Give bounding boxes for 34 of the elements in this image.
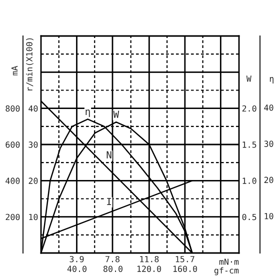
text: 20 (264, 176, 274, 184)
x-tick-label: 3.9 (70, 256, 84, 262)
x-tick-label: 11.8 (140, 256, 159, 262)
text: η (270, 77, 274, 84)
x-tick-label: 7.8 (106, 256, 120, 262)
x2-tick-label: 120.0 (137, 266, 162, 272)
y-tick-label: 20 (28, 178, 38, 184)
x2-tick-label: 40.0 (67, 266, 86, 272)
series-label: N (106, 151, 112, 158)
y-tick-label: 40 (28, 105, 38, 112)
y2-tick-label: 1.0 (242, 178, 256, 184)
y3-tick-label: 400 (6, 178, 20, 184)
text: 30 (264, 140, 274, 147)
y-tick-label: 30 (28, 142, 38, 148)
x2-axis-title: gf-cm (214, 267, 239, 276)
x-axis-title: mN·m (219, 258, 239, 265)
y2-axis-title: W (246, 76, 252, 82)
series-label: W (113, 110, 120, 118)
x2-tick-label: 160.0 (173, 266, 198, 272)
y-axis-title: r/min(X100) (26, 38, 34, 90)
y3-tick-label: 800 (6, 105, 20, 112)
text: 40 (264, 104, 274, 111)
y2-tick-label: 1.5 (242, 142, 256, 148)
y3-axis-title: mA (12, 66, 18, 76)
y3-tick-label: 200 (6, 214, 20, 220)
x2-tick-label: 80.0 (104, 266, 122, 272)
text: 10 (264, 212, 274, 220)
y2-tick-label: 2.0 (242, 105, 256, 112)
series-label: I (107, 198, 112, 206)
series-label: η (86, 110, 90, 118)
y3-tick-label: 600 (6, 142, 20, 148)
x-tick-label: 15.7 (176, 256, 194, 262)
y-tick-label: 10 (29, 214, 38, 220)
y2-tick-label: 0.5 (242, 214, 256, 220)
